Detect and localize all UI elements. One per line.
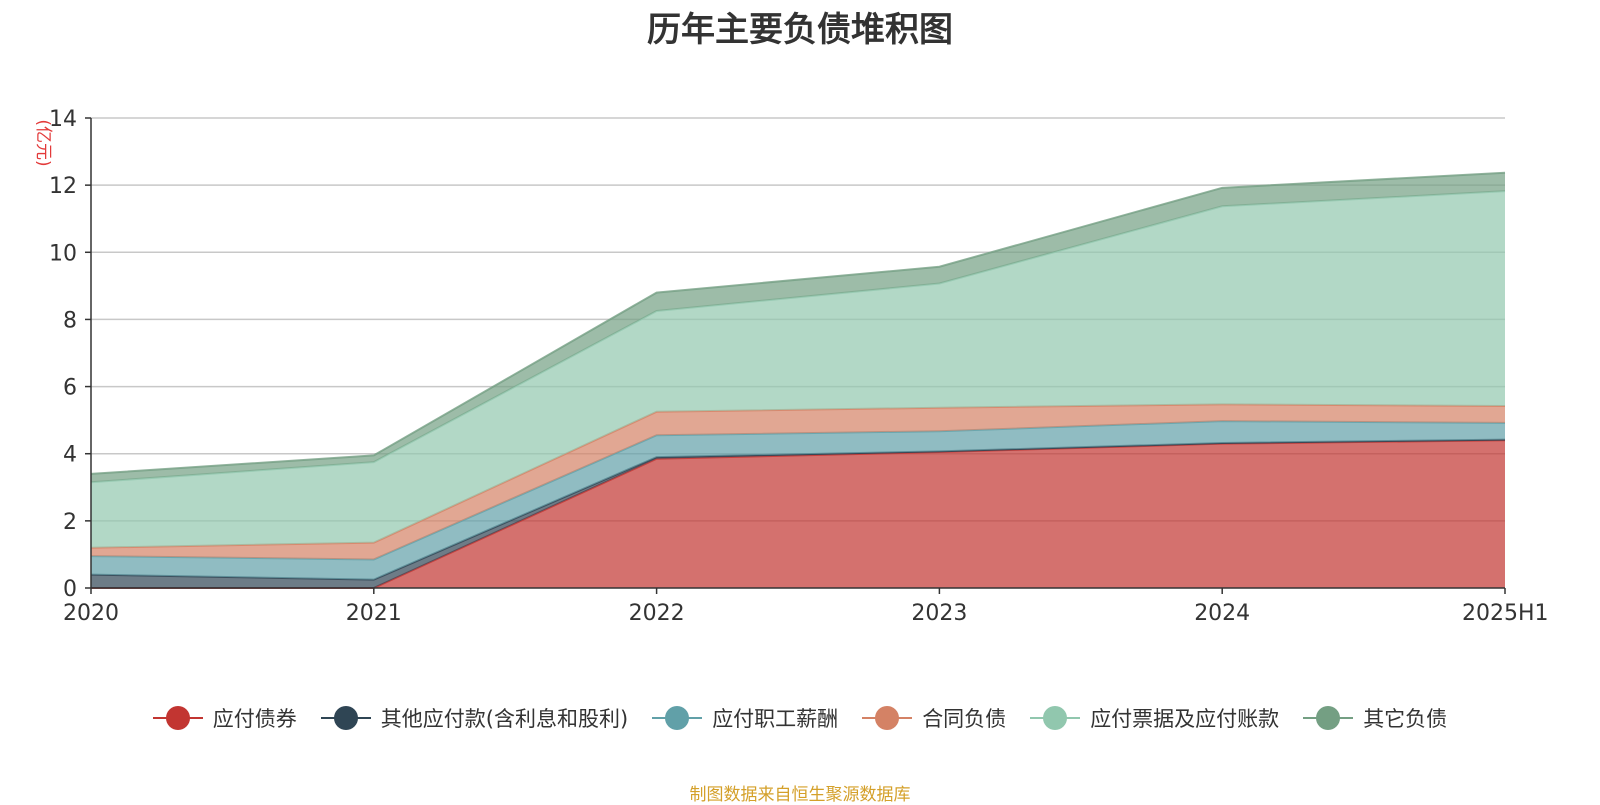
source-note: 制图数据来自恒生聚源数据库 [689,785,911,805]
legend-item-5[interactable]: 应付票据及应付账款 [1030,703,1279,733]
axes: 0 2 4 6 8 10 12 14 2020 2021 2022 2023 2024 2025H1 [49,107,1549,626]
legend-swatch-icon [1303,706,1354,730]
area-series-3 [91,421,1505,580]
area-layer [90,171,1506,589]
y-tick-label: 2 [63,510,77,535]
series-line-6 [90,171,1506,475]
area-series-2 [91,439,1505,588]
x-tick-label: 2023 [911,601,967,626]
y-tick-label: 6 [63,376,77,401]
x-tick-label: 2022 [629,601,685,626]
x-tick-label: 2020 [63,601,119,626]
x-tick-label: 2021 [346,601,402,626]
legend-item-4[interactable]: 合同负债 [862,703,1006,733]
legend-swatch-icon [862,706,913,730]
area-series-1 [91,440,1505,588]
y-tick-label: 8 [63,308,77,333]
y-tick-label: 4 [63,443,77,468]
legend-label: 合同负债 [922,707,1007,731]
legend-swatch-icon [652,706,703,730]
legend-item-3[interactable]: 应付职工薪酬 [652,703,838,733]
chart-title: 历年主要负债堆积图 [647,10,953,50]
y-tick-label: 0 [63,577,77,602]
legend-item-6[interactable]: 其它负债 [1303,703,1447,733]
legend-label: 应付票据及应付账款 [1090,707,1280,731]
y-tick-label: 14 [49,107,77,132]
area-series-5 [91,191,1505,548]
legend-label: 其它负债 [1363,707,1448,731]
legend-label: 其他应付款(含利息和股利) [380,707,629,731]
y-tick-label: 10 [49,241,77,266]
legend-label: 应付债券 [212,707,297,731]
y-tick-label: 12 [49,174,77,199]
legend-swatch-icon [320,706,371,730]
legend-swatch-icon [1030,706,1081,730]
y-axis-label: (亿元) [33,119,53,166]
legend-label: 应付职工薪酬 [712,707,839,731]
x-tick-label: 2024 [1194,601,1250,626]
legend-item-2[interactable]: 其他应付款(含利息和股利) [320,703,629,733]
legend-item-1[interactable]: 应付债券 [152,703,297,733]
legend-swatch-icon [152,706,203,730]
x-tick-label: 2025H1 [1462,601,1549,626]
area-series-4 [91,404,1505,560]
legend: 应付债券 其他应付款(含利息和股利) 应付职工薪酬 合同负债 应付票据及应付账款 其它负债 [0,700,1600,736]
